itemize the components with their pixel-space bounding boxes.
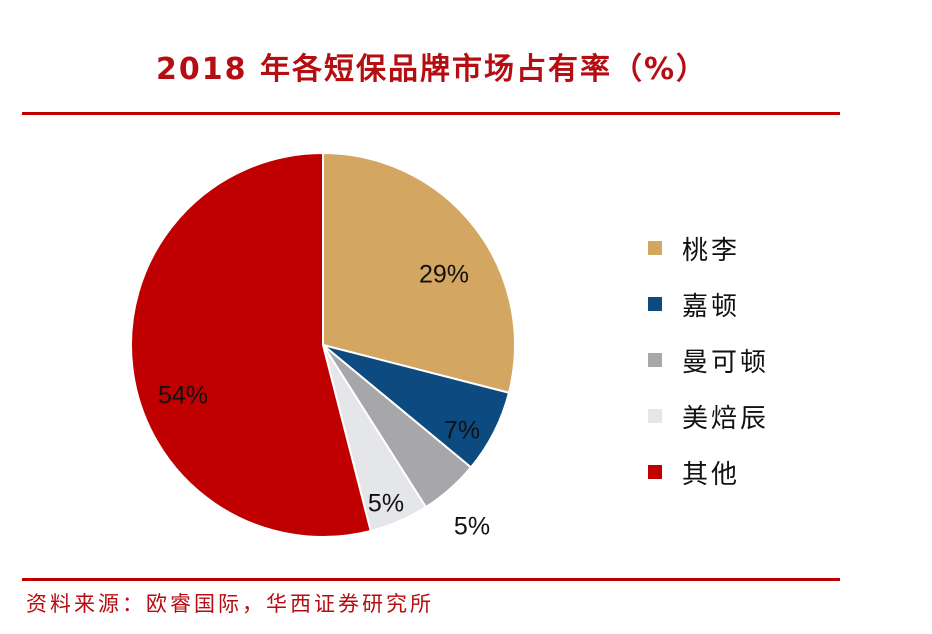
legend-item-taoli: 桃李: [648, 220, 769, 276]
legend-swatch-jiadun: [648, 297, 662, 311]
legend-item-other: 其他: [648, 444, 769, 500]
data-label-mankedun: 5%: [454, 513, 490, 541]
legend-label-other: 其他: [682, 459, 741, 490]
data-label-meibeichen: 5%: [368, 490, 404, 518]
pie-slice-other: [130, 151, 372, 538]
data-label-taoli: 29%: [419, 261, 469, 289]
bottom-rule: [22, 578, 840, 581]
legend-label-meibeichen: 美焙辰: [682, 403, 770, 434]
legend-label-taoli: 桃李: [682, 235, 741, 266]
legend-swatch-meibeichen: [648, 409, 662, 423]
top-rule: [22, 112, 840, 115]
legend-swatch-taoli: [648, 241, 662, 255]
legend-label-mankedun: 曼可顿: [682, 347, 770, 378]
legend-item-meibeichen: 美焙辰: [648, 388, 769, 444]
legend-label-jiadun: 嘉顿: [682, 291, 741, 322]
data-label-other: 54%: [158, 382, 208, 410]
chart-title: 2018 年各短保品牌市场占有率（%）: [156, 52, 708, 87]
legend-swatch-mankedun: [648, 353, 662, 367]
legend-item-jiadun: 嘉顿: [648, 276, 769, 332]
source-note: 资料来源：欧睿国际，华西证券研究所: [26, 592, 434, 616]
legend-item-mankedun: 曼可顿: [648, 332, 769, 388]
legend-swatch-other: [648, 465, 662, 479]
pie-slice-taoli: [322, 151, 516, 394]
legend: 桃李 嘉顿 曼可顿 美焙辰 其他: [648, 220, 769, 500]
data-label-jiadun: 7%: [444, 417, 480, 445]
